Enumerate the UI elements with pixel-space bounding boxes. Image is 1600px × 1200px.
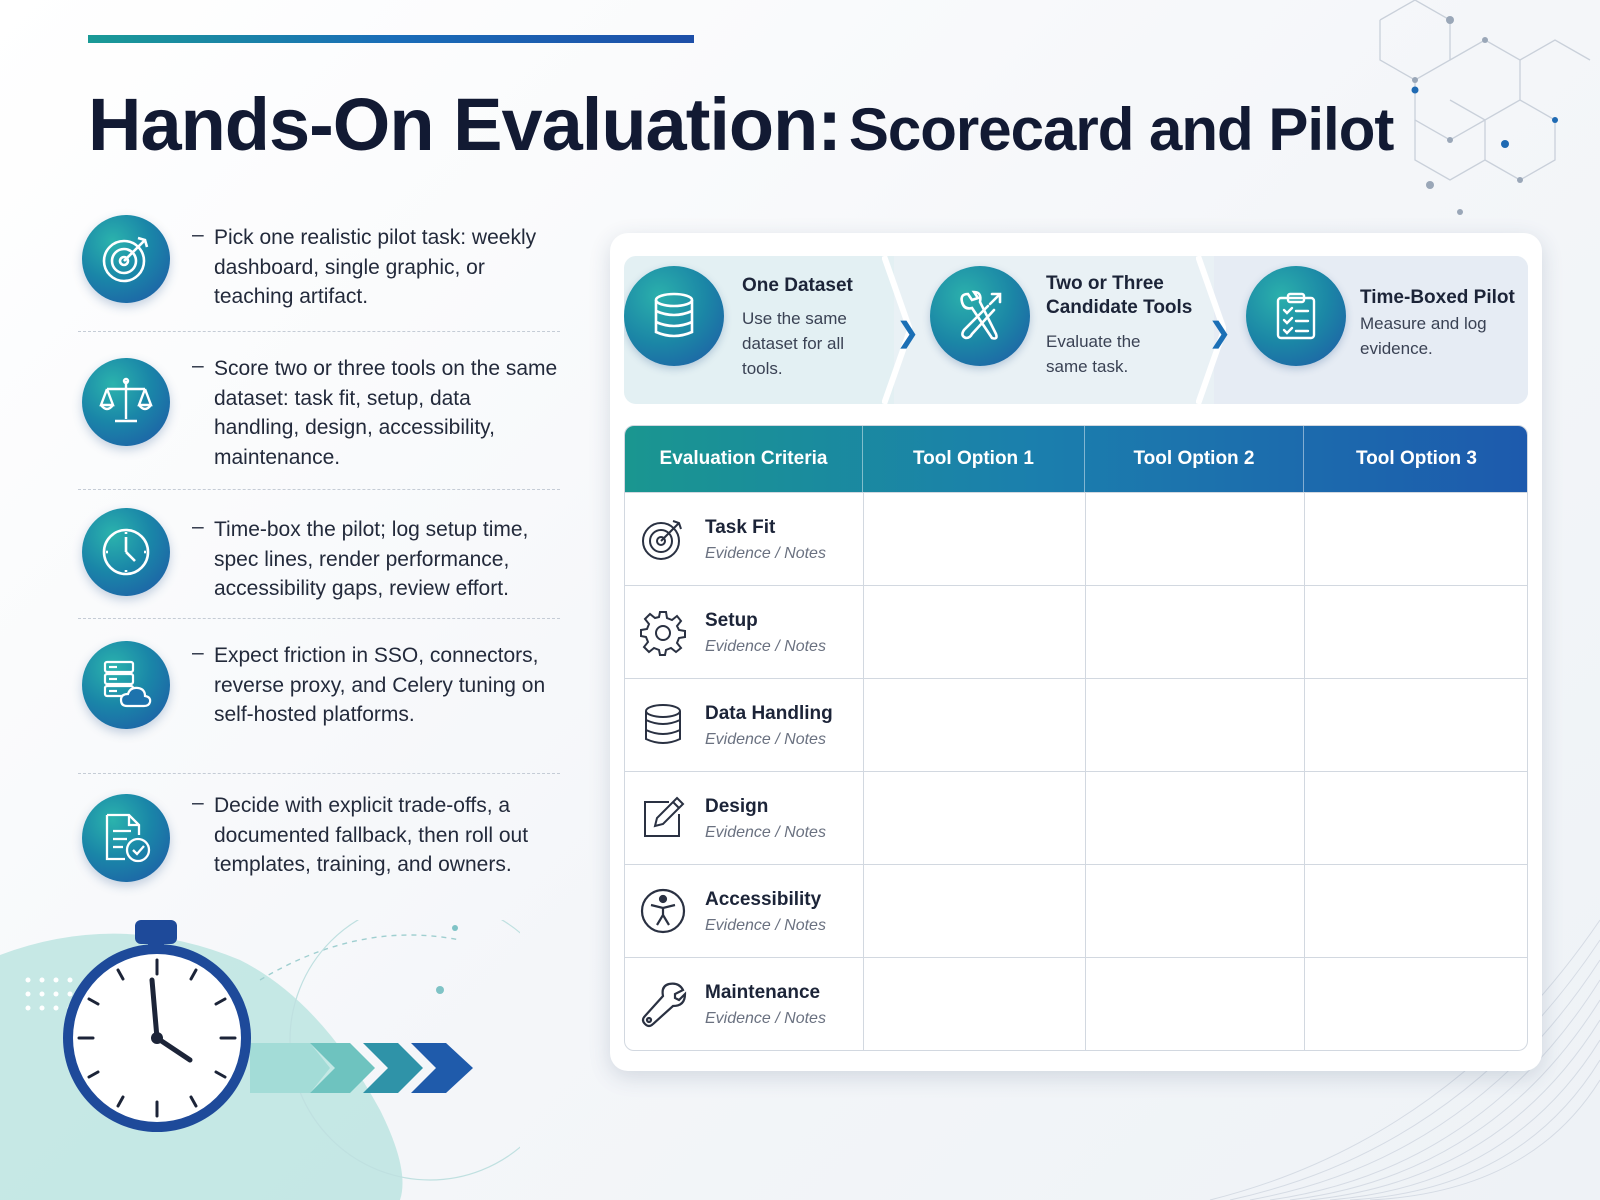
- bullet-item: – Time-box the pilot; log setup time, sp…: [78, 490, 560, 619]
- step-desc: Use the same dataset for all tools.: [742, 309, 847, 378]
- bullet-dash: –: [192, 791, 204, 814]
- title-main: Hands-On Evaluation:: [88, 83, 842, 166]
- step-desc: Evaluate the same task.: [1046, 332, 1141, 376]
- table-header: Evaluation Criteria Tool Option 1 Tool O…: [625, 426, 1527, 492]
- target-icon: [82, 215, 170, 303]
- bullet-item: – Score two or three tools on the same d…: [78, 332, 560, 490]
- step-separator: [1196, 256, 1226, 404]
- bullet-dash: –: [192, 641, 204, 664]
- bullet-dash: –: [192, 354, 204, 377]
- target-icon: [642, 520, 682, 560]
- bullet-text: Pick one realistic pilot task: weekly da…: [214, 226, 537, 308]
- criteria-name: Task Fit: [705, 517, 776, 538]
- criteria-note: Evidence / Notes: [705, 824, 826, 841]
- tools-icon: [930, 266, 1030, 366]
- criteria-note: Evidence / Notes: [705, 545, 826, 562]
- header-cell: Tool Option 1: [863, 426, 1085, 492]
- clipboard-checklist-icon: [1246, 266, 1346, 366]
- table-row: Design Evidence / Notes: [625, 771, 1527, 864]
- server-cloud-icon: [82, 641, 170, 729]
- criteria-name: Setup: [705, 610, 758, 631]
- bullet-item: – Pick one realistic pilot task: weekly …: [78, 208, 560, 332]
- criteria-note: Evidence / Notes: [705, 1010, 826, 1027]
- gear-icon: [640, 611, 686, 656]
- title-sub: Scorecard and Pilot: [848, 96, 1394, 163]
- clock-icon: [82, 508, 170, 596]
- criteria-note: Evidence / Notes: [705, 638, 826, 655]
- bullet-text: Time-box the pilot; log setup time, spec…: [214, 518, 529, 600]
- process-steps: One Dataset Use the same dataset for all…: [624, 256, 1528, 404]
- bullet-dash: –: [192, 515, 204, 538]
- table-row: Accessibility Evidence / Notes: [625, 864, 1527, 957]
- scorecard-panel: One Dataset Use the same dataset for all…: [610, 233, 1542, 1071]
- table-row: Data Handling Evidence / Notes: [625, 678, 1527, 771]
- scorecard-table: Evaluation Criteria Tool Option 1 Tool O…: [624, 425, 1528, 1051]
- pencil-icon: [644, 796, 685, 837]
- bullet-item: – Decide with explicit trade-offs, a doc…: [78, 774, 560, 924]
- header-cell: Tool Option 3: [1355, 448, 1477, 469]
- database-icon: [624, 266, 724, 366]
- document-check-icon: [82, 794, 170, 882]
- hexagon-network-decoration: [1379, 0, 1591, 215]
- wrench-icon: [641, 982, 687, 1028]
- step-desc: Measure and log evidence.: [1360, 314, 1487, 358]
- wave-lines-decoration: [1209, 919, 1600, 1200]
- header-cell: Tool Option 2: [1085, 426, 1304, 492]
- bullet-text: Expect friction in SSO, connectors, reve…: [214, 644, 546, 726]
- chevron-right-icon: ❯: [1208, 317, 1232, 348]
- table-row: Maintenance Evidence / Notes: [625, 957, 1527, 1050]
- criteria-note: Evidence / Notes: [705, 917, 826, 934]
- table-row: Setup Evidence / Notes: [625, 585, 1527, 678]
- stopwatch-illustration: [0, 920, 520, 1200]
- table-row: Task Fit Evidence / Notes: [625, 492, 1527, 585]
- database-icon: [645, 704, 681, 744]
- bullet-text: Decide with explicit trade-offs, a docum…: [214, 794, 529, 876]
- criteria-name: Accessibility: [705, 889, 822, 910]
- chevron-right-icon: ❯: [896, 317, 920, 348]
- step-separator: [882, 256, 912, 404]
- step-title: One Dataset: [742, 275, 853, 296]
- header-cell: Evaluation Criteria: [625, 426, 863, 492]
- criteria-note: Evidence / Notes: [705, 731, 826, 748]
- accessibility-icon: [640, 888, 686, 934]
- criteria-name: Maintenance: [705, 982, 821, 1003]
- step-title: Two or Three Candidate Tools: [1046, 273, 1193, 318]
- accent-bar: [88, 35, 694, 43]
- bullet-text: Score two or three tools on the same dat…: [214, 357, 558, 469]
- scale-icon: [82, 358, 170, 446]
- step-title: Time-Boxed Pilot: [1360, 287, 1515, 308]
- bullet-dash: –: [192, 223, 204, 246]
- criteria-name: Data Handling: [705, 703, 833, 724]
- bullet-item: – Expect friction in SSO, connectors, re…: [78, 619, 560, 774]
- page-title: Hands-On Evaluation: Scorecard and Pilot: [88, 82, 1394, 167]
- criteria-name: Design: [705, 796, 769, 817]
- bullet-list: – Pick one realistic pilot task: weekly …: [78, 208, 560, 924]
